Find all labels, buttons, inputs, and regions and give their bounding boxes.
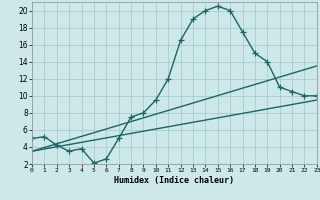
X-axis label: Humidex (Indice chaleur): Humidex (Indice chaleur) [115,176,234,185]
